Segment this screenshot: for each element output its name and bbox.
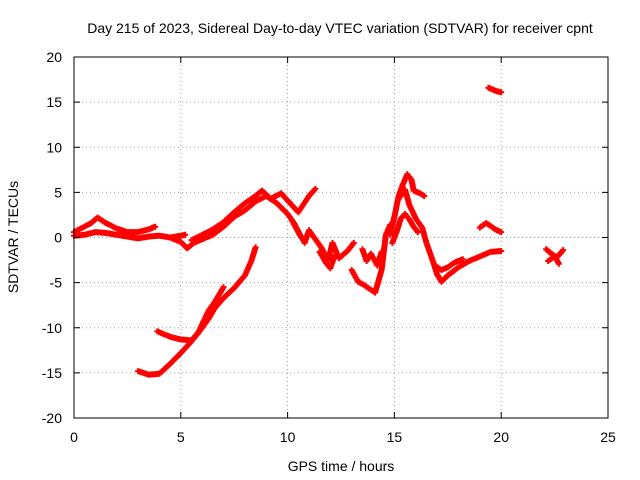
marker-trace bbox=[485, 84, 505, 96]
series-track-g bbox=[288, 217, 357, 264]
y-tick-label: 0 bbox=[54, 230, 62, 246]
series-track-n bbox=[432, 256, 466, 273]
x-tick-label: 5 bbox=[177, 429, 185, 445]
series-track-f bbox=[154, 284, 227, 344]
series-track-d bbox=[188, 185, 319, 244]
series-track-c bbox=[167, 231, 189, 241]
y-tick-label: -10 bbox=[42, 320, 62, 336]
series-track-o bbox=[476, 220, 505, 236]
x-tick-label: 10 bbox=[280, 429, 296, 445]
series-track-p bbox=[485, 84, 505, 96]
chart-title: Day 215 of 2023, Sidereal Day-to-day VTE… bbox=[87, 20, 593, 36]
y-tick-label: 20 bbox=[46, 49, 62, 65]
series-track-m bbox=[395, 186, 505, 285]
data-marks bbox=[71, 84, 567, 378]
y-tick-label: -15 bbox=[42, 365, 62, 381]
marker-trace bbox=[545, 253, 562, 267]
x-tick-label: 20 bbox=[493, 429, 509, 445]
marker-trace bbox=[288, 217, 357, 264]
marker-trace bbox=[154, 284, 227, 344]
marker-trace bbox=[135, 244, 259, 378]
series-track-j bbox=[359, 246, 385, 269]
axis-ticks bbox=[73, 56, 609, 419]
marker-trace bbox=[476, 220, 505, 236]
marker-trace bbox=[359, 246, 385, 269]
marker-trace bbox=[395, 186, 505, 285]
series-track-h bbox=[316, 248, 338, 272]
series-track-e bbox=[135, 244, 259, 378]
marker-trace bbox=[348, 221, 394, 296]
x-tick-label: 0 bbox=[70, 429, 78, 445]
series-track-l bbox=[389, 211, 421, 246]
y-tick-label: -20 bbox=[42, 410, 62, 426]
y-axis-title: SDTVAR / TECUs bbox=[5, 181, 21, 293]
series-track-i bbox=[348, 221, 394, 296]
x-axis-title: GPS time / hours bbox=[288, 458, 395, 474]
marker-trace bbox=[389, 211, 421, 246]
y-tick-label: 5 bbox=[54, 184, 62, 200]
marker-trace bbox=[167, 231, 189, 241]
series-track-r bbox=[545, 253, 562, 267]
y-tick-label: -5 bbox=[50, 275, 63, 291]
tick-labels: 0 5 10 15 20 25 -20 -15 -10 -5 0 5 10 15 20 bbox=[42, 49, 616, 445]
y-tick-label: 10 bbox=[46, 139, 62, 155]
marker-trace bbox=[432, 256, 466, 273]
y-tick-label: 15 bbox=[46, 94, 62, 110]
x-tick-label: 15 bbox=[387, 429, 403, 445]
marker-trace bbox=[188, 185, 319, 244]
x-tick-label: 25 bbox=[600, 429, 616, 445]
marker-trace bbox=[316, 248, 338, 272]
